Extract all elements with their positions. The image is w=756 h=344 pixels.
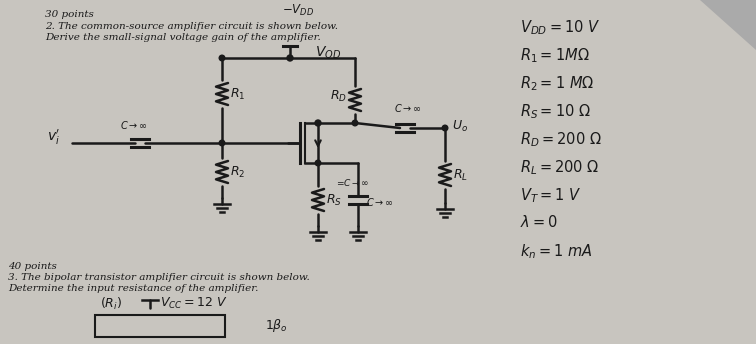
Text: =$C{\rightarrow}\infty$: =$C{\rightarrow}\infty$ xyxy=(336,176,370,187)
Text: $1\beta_o$: $1\beta_o$ xyxy=(265,318,288,334)
Text: Determine the input resistance of the amplifier.: Determine the input resistance of the am… xyxy=(8,284,259,293)
Text: $(R_i)$: $(R_i)$ xyxy=(100,296,122,312)
Text: $V_{CC} = 12\ V$: $V_{CC} = 12\ V$ xyxy=(160,296,228,311)
Polygon shape xyxy=(700,0,756,50)
Circle shape xyxy=(219,55,225,61)
Text: $V_{OD}$: $V_{OD}$ xyxy=(315,45,341,61)
Text: $C{\rightarrow}\infty$: $C{\rightarrow}\infty$ xyxy=(394,102,422,114)
Text: $R_1 = 1M\Omega$: $R_1 = 1M\Omega$ xyxy=(520,46,590,65)
Text: 2. The common-source amplifier circuit is shown below.: 2. The common-source amplifier circuit i… xyxy=(45,22,338,31)
Text: $-V_{DD}$: $-V_{DD}$ xyxy=(282,3,314,18)
Text: $R_D = 200\ \Omega$: $R_D = 200\ \Omega$ xyxy=(520,130,602,149)
Circle shape xyxy=(442,125,448,131)
Text: $v_i'$: $v_i'$ xyxy=(48,127,60,147)
Text: $R_S$: $R_S$ xyxy=(326,192,342,207)
Text: $k_n = 1\ mA$: $k_n = 1\ mA$ xyxy=(520,242,593,261)
Circle shape xyxy=(315,120,321,126)
Text: Derive the small-signal voltage gain of the amplifier.: Derive the small-signal voltage gain of … xyxy=(45,33,321,42)
Circle shape xyxy=(315,160,321,166)
Text: $R_1$: $R_1$ xyxy=(230,86,246,101)
Text: $C{\rightarrow}\infty$: $C{\rightarrow}\infty$ xyxy=(366,196,394,208)
Text: $\lambda = 0$: $\lambda = 0$ xyxy=(520,214,558,230)
Text: $R_L = 200\ \Omega$: $R_L = 200\ \Omega$ xyxy=(520,158,600,177)
Text: 30 points: 30 points xyxy=(45,10,94,19)
Text: $C{\rightarrow}\infty$: $C{\rightarrow}\infty$ xyxy=(120,119,148,131)
Text: $V_{DD} = 10\ V$: $V_{DD} = 10\ V$ xyxy=(520,18,600,37)
Bar xyxy=(95,315,225,337)
Circle shape xyxy=(352,120,358,126)
Circle shape xyxy=(219,140,225,146)
Text: $R_2$: $R_2$ xyxy=(230,164,245,180)
Text: $U_o$: $U_o$ xyxy=(452,118,468,133)
Text: 40 points: 40 points xyxy=(8,262,57,271)
Text: 3. The bipolar transistor amplifier circuit is shown below.: 3. The bipolar transistor amplifier circ… xyxy=(8,273,310,282)
Circle shape xyxy=(287,55,293,61)
Text: $R_S = 10\ \Omega$: $R_S = 10\ \Omega$ xyxy=(520,102,591,121)
Text: $R_D$: $R_D$ xyxy=(330,88,347,104)
Text: $R_L$: $R_L$ xyxy=(453,168,468,183)
Text: $V_T = 1\ V$: $V_T = 1\ V$ xyxy=(520,186,581,205)
Text: $R_2 = 1\ M\Omega$: $R_2 = 1\ M\Omega$ xyxy=(520,74,594,93)
